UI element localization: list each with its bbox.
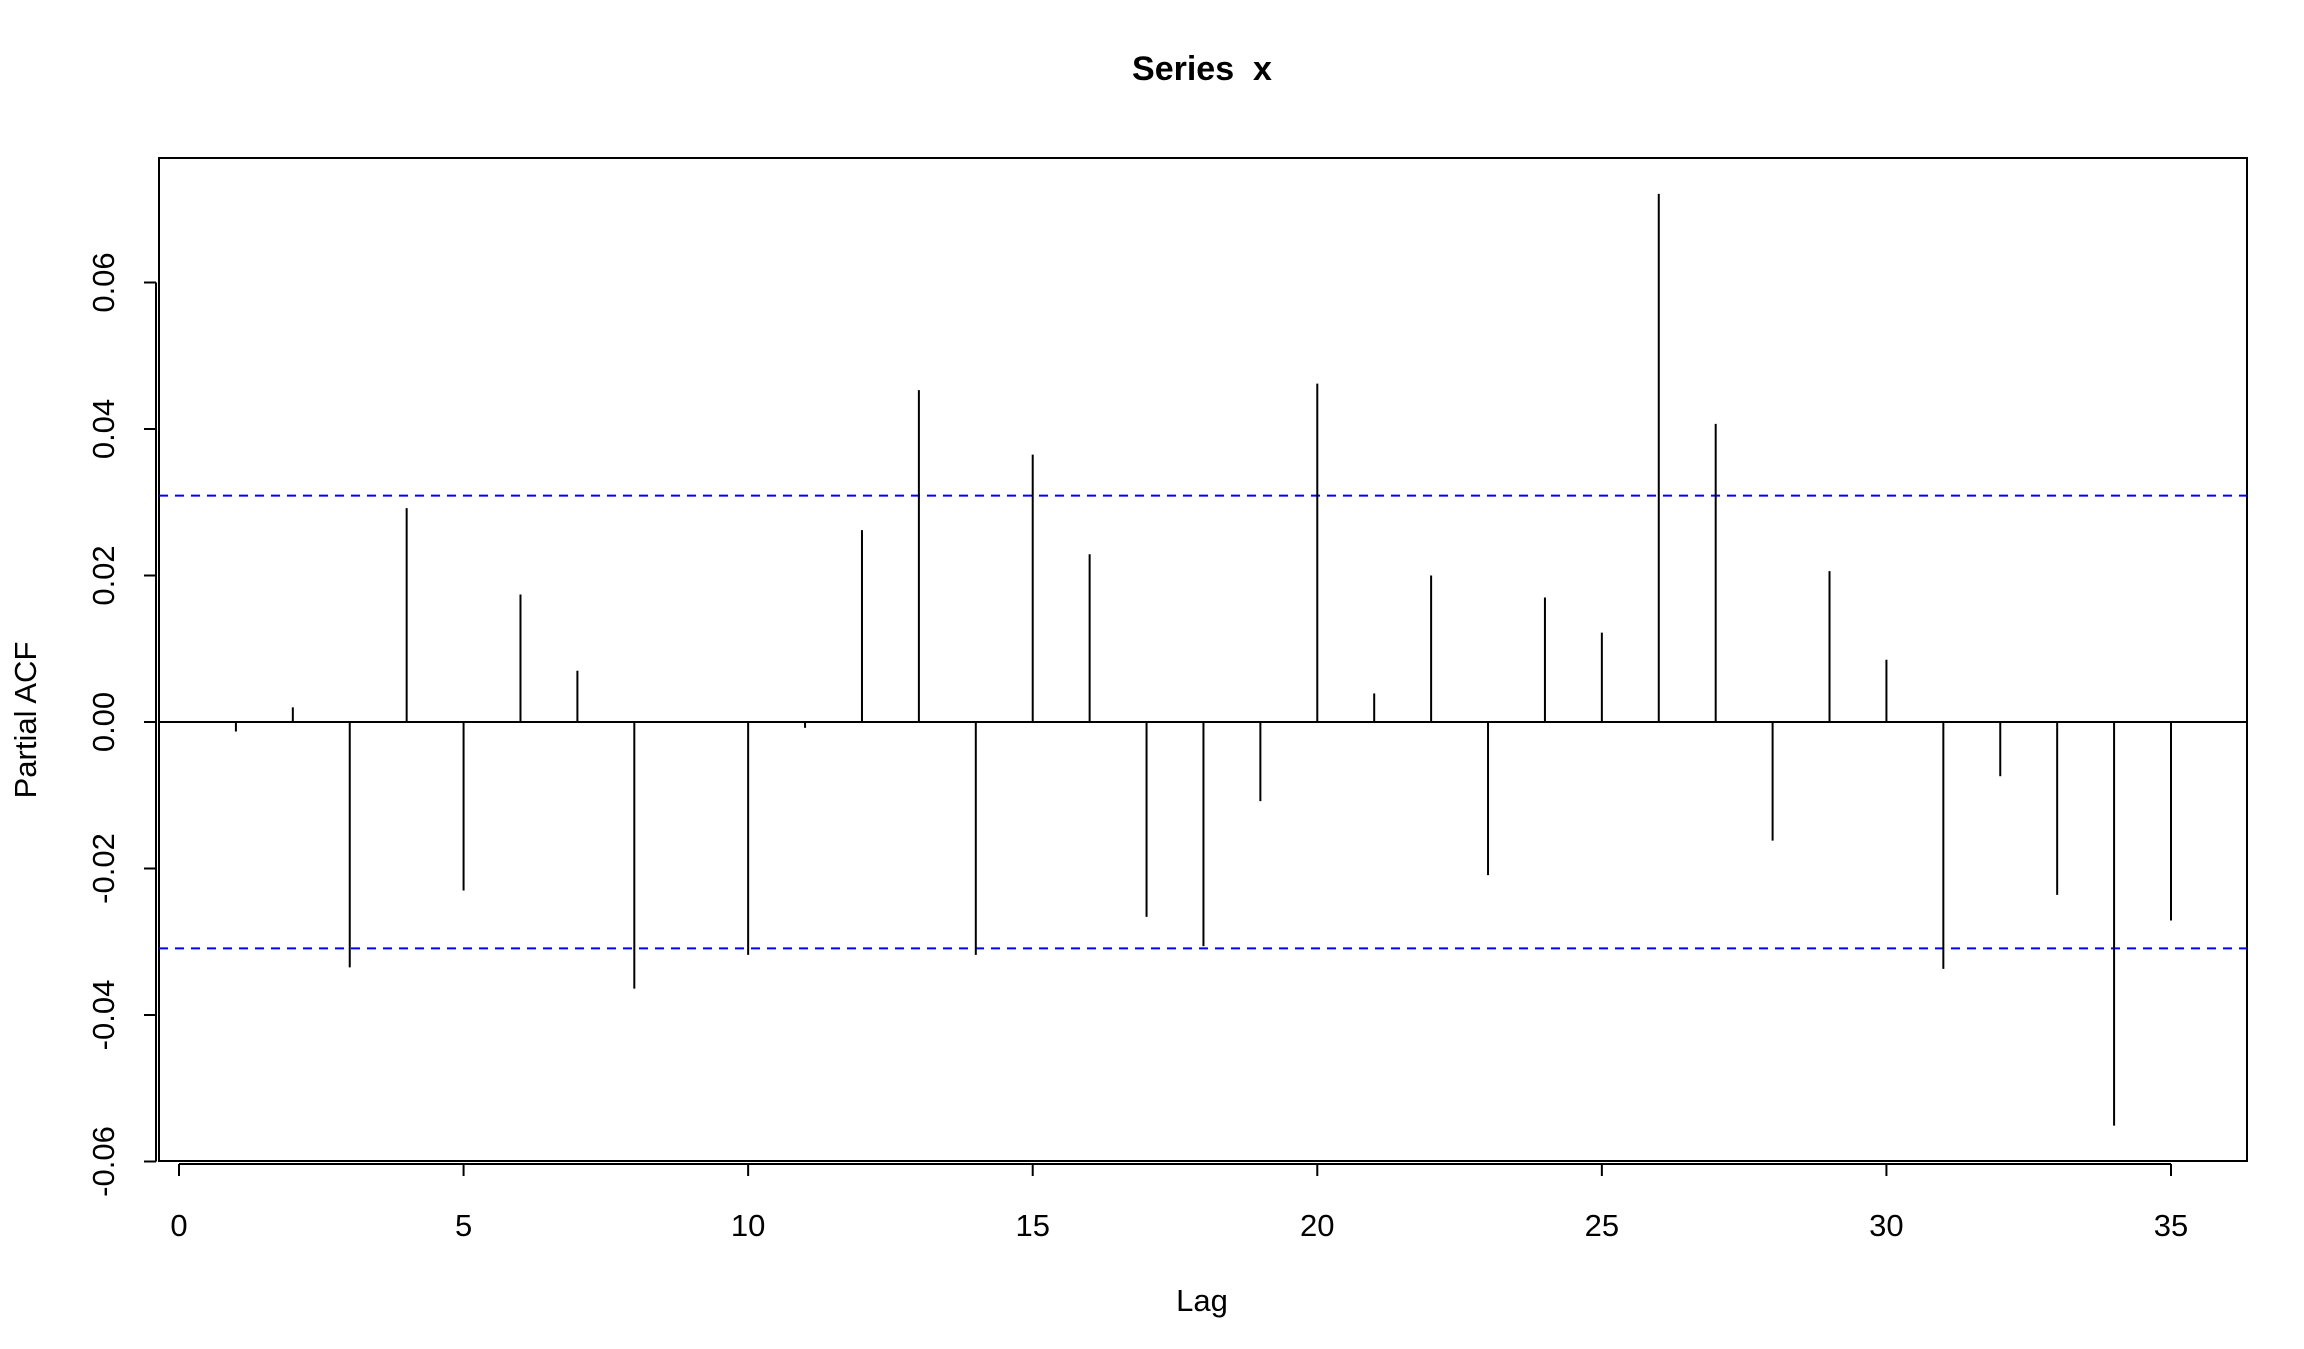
x-tick-label: 25 — [1585, 1208, 1619, 1243]
x-tick-label: 35 — [2154, 1208, 2188, 1243]
y-tick-label: -0.02 — [86, 833, 121, 904]
y-tick-label: 0.00 — [86, 692, 121, 752]
x-tick-label: 0 — [170, 1208, 187, 1243]
y-tick-label: 0.02 — [86, 545, 121, 605]
x-tick-label: 10 — [731, 1208, 765, 1243]
x-axis-label: Lag — [1176, 1283, 1228, 1318]
y-axis: -0.06 -0.04 -0.02 0.00 0.02 0.04 0.06 — [86, 252, 157, 1197]
y-axis-label: Partial ACF — [8, 642, 43, 799]
x-tick-label: 5 — [455, 1208, 472, 1243]
x-tick-label: 30 — [1869, 1208, 1903, 1243]
x-tick-label: 15 — [1015, 1208, 1049, 1243]
x-axis: 0 5 10 15 20 25 30 35 — [170, 1163, 2188, 1243]
x-tick-label: 20 — [1300, 1208, 1334, 1243]
plot-frame — [158, 157, 2248, 1162]
chart-title: Series x — [1132, 50, 1272, 88]
y-tick-label: -0.04 — [86, 980, 121, 1051]
y-tick-label: -0.06 — [86, 1126, 121, 1197]
y-tick-label: 0.06 — [86, 252, 121, 312]
y-tick-label: 0.04 — [86, 399, 121, 459]
pacf-spikes — [234, 193, 2172, 1126]
